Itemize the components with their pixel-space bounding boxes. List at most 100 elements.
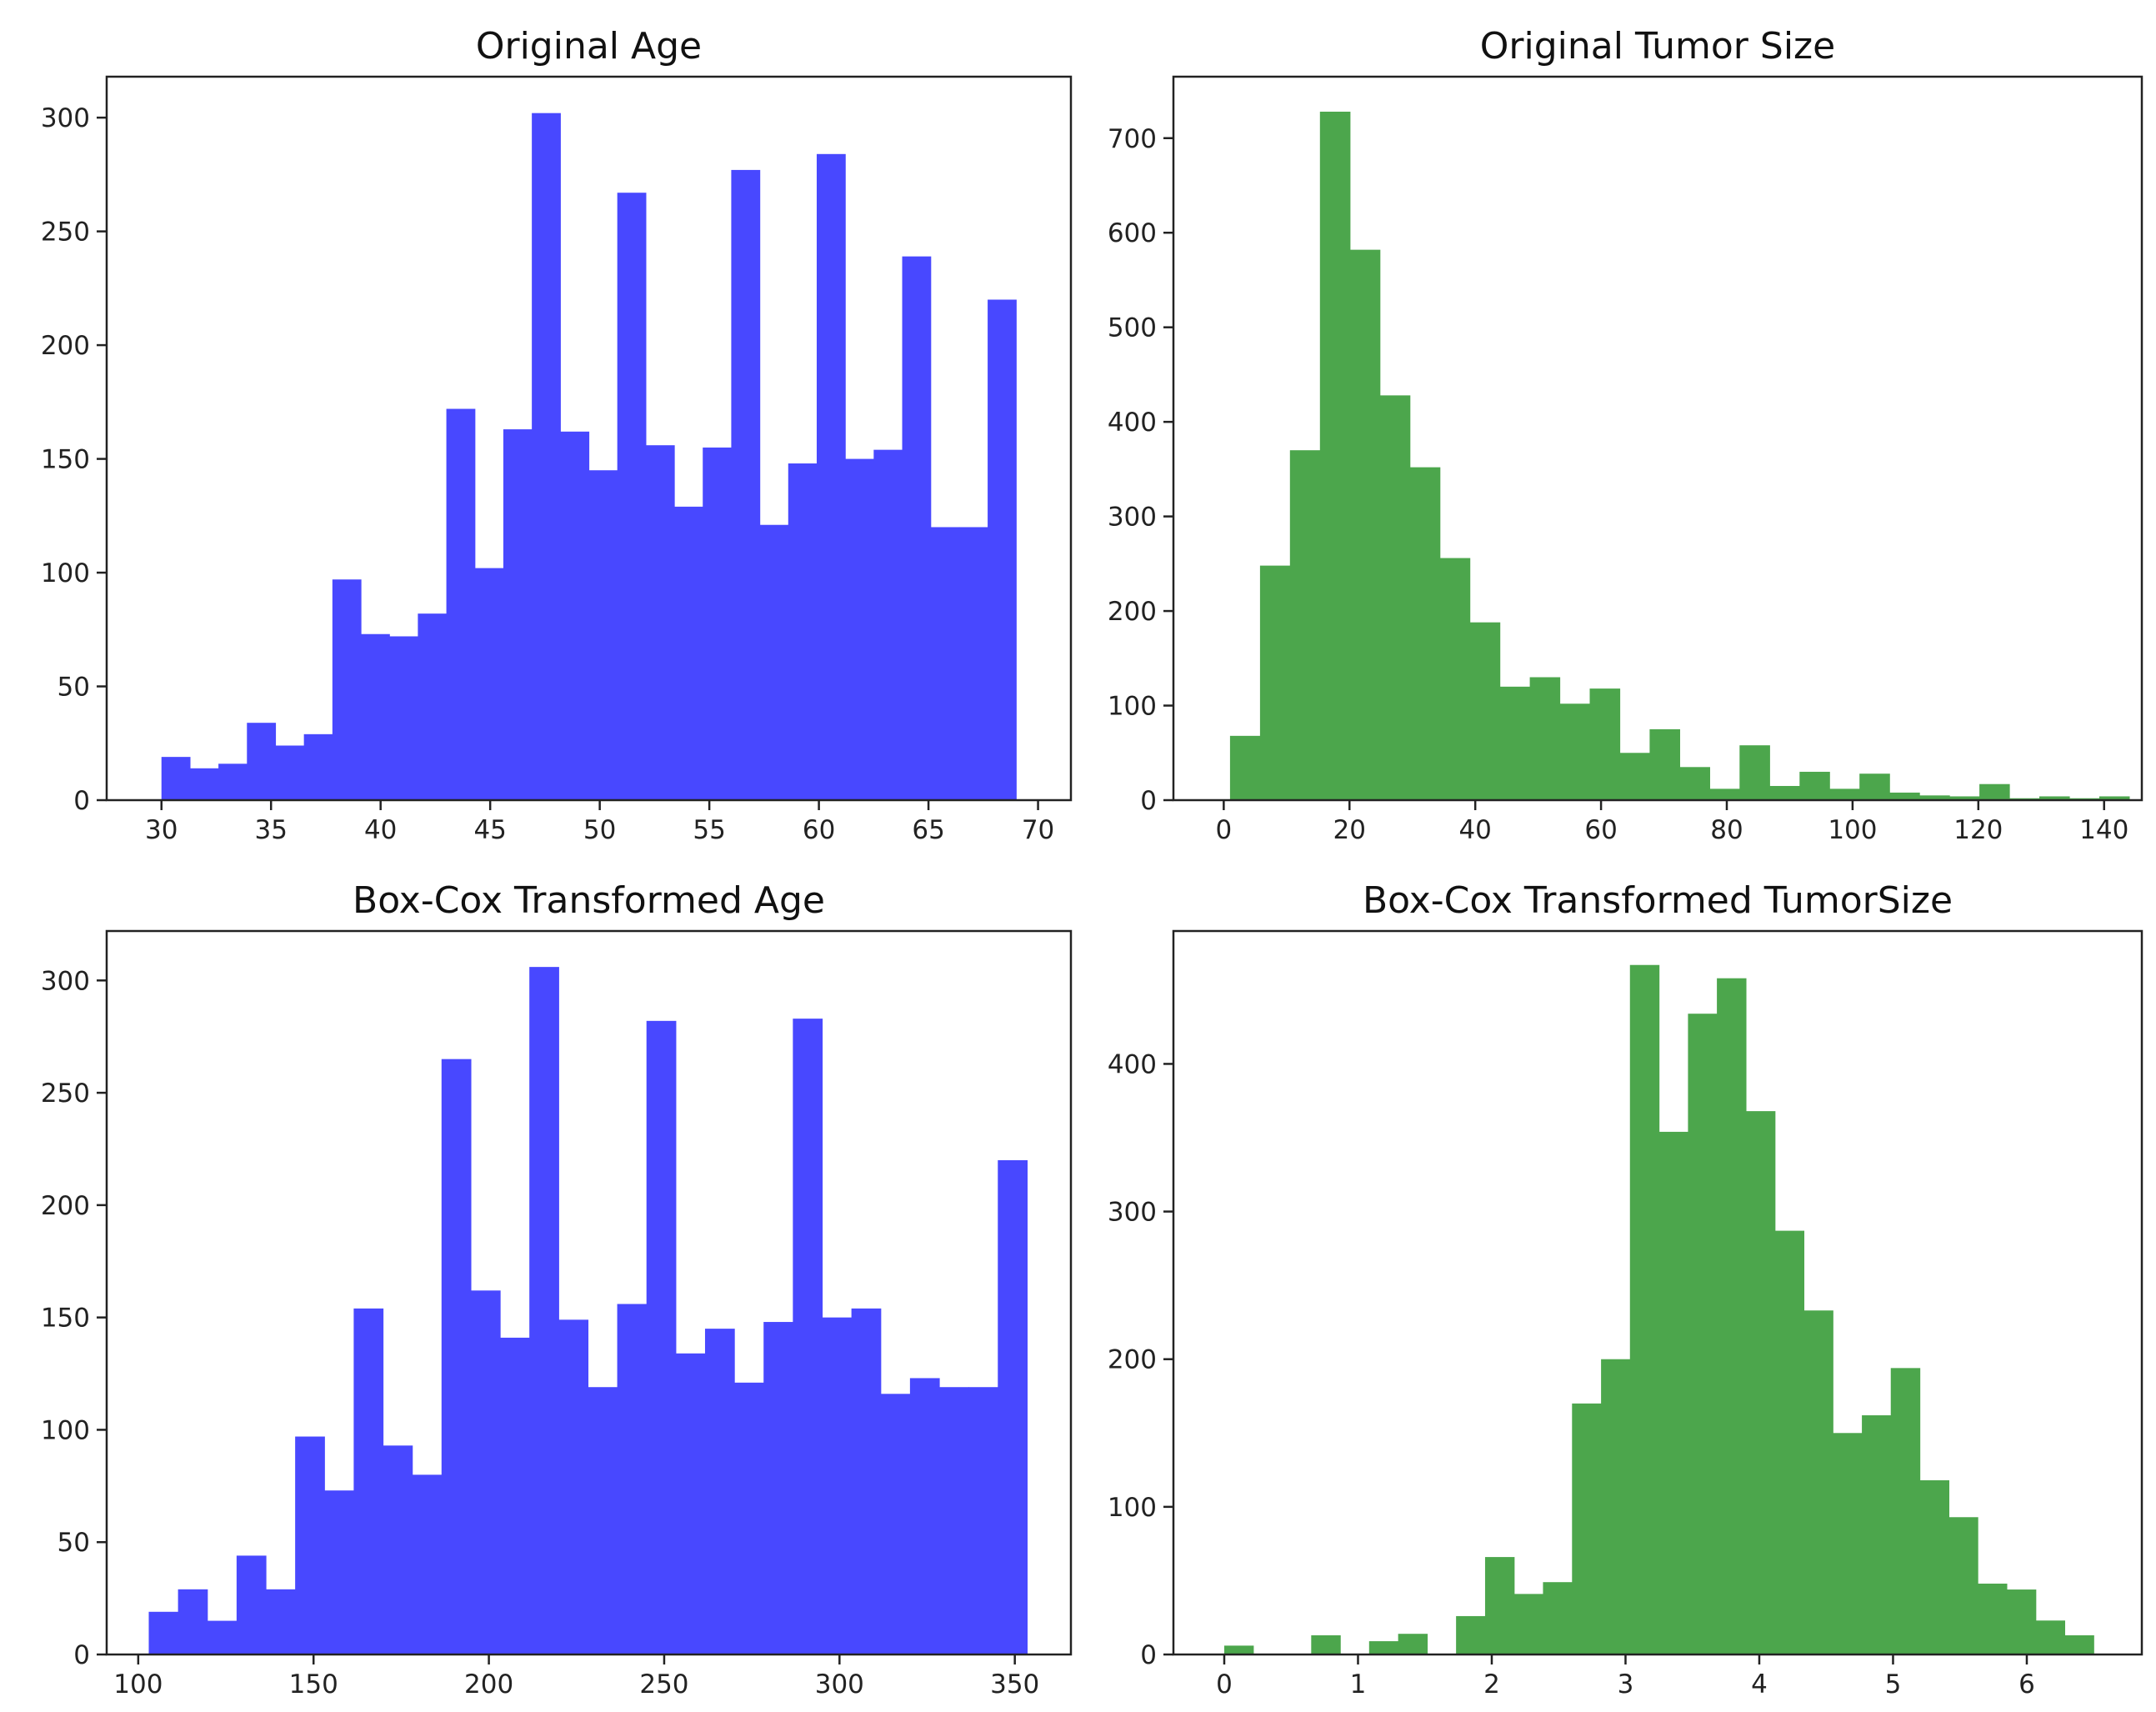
y-tick-label: 250 [41,218,90,248]
histogram-bar [645,445,675,800]
bars [161,113,1017,801]
y-tick-label: 300 [41,103,90,133]
y-tick-label: 400 [1108,1049,1157,1079]
x-tick-label: 45 [473,815,506,845]
histogram-bar [353,1308,384,1654]
histogram-bar [763,1322,793,1654]
histogram-bar [1978,1583,2008,1654]
histogram-bar [988,299,1017,801]
histogram-bar [295,1436,325,1654]
histogram-bar [822,1317,853,1654]
histogram-bar [1456,1615,1486,1654]
bars [1223,964,2094,1654]
histogram-bar [2006,1589,2037,1654]
x-tick-label: 0 [1215,815,1232,845]
histogram-bar [446,408,476,800]
histogram-bar [909,1378,940,1654]
histogram-bar [1679,767,1711,800]
x-tick-label: 5 [1885,1669,1902,1699]
chart-title: Box-Cox Transformed TumorSize [1363,879,1953,922]
histogram-bar [1529,677,1561,800]
histogram-bar [704,1329,735,1654]
histogram-bar [1890,1368,1921,1654]
histogram-bar [1709,788,1740,800]
histogram-bar [361,633,390,800]
x-tick-label: 4 [1751,1669,1768,1699]
y-tick-label: 150 [41,1304,90,1334]
y-tick-label: 100 [41,1415,90,1445]
histogram-bar [303,733,333,800]
histogram-bar [474,568,504,800]
histogram-bar [851,1308,882,1654]
bars [1229,111,2130,801]
histogram-bar [703,447,733,800]
histogram-bar [1803,1310,1833,1654]
y-tick-label: 200 [41,1191,90,1221]
histogram-bar [1889,792,1920,800]
y-tick-label: 0 [73,1640,90,1670]
y-tick-label: 200 [1108,1345,1157,1375]
y-tick-label: 600 [1108,218,1157,248]
x-tick-label: 120 [1953,815,2003,845]
histogram-bar [1398,1634,1428,1654]
histogram-bar [674,506,703,800]
histogram-bar [731,169,761,800]
histogram-bar [588,470,618,800]
histogram-bar [324,1490,355,1654]
histogram-bar [1589,688,1621,800]
y-tick-label: 100 [1108,1493,1157,1523]
histogram-bar [503,429,533,800]
histogram-bar [1601,1359,1631,1654]
y-tick-label: 0 [1140,786,1157,816]
x-tick-label: 140 [2079,815,2128,845]
histogram-bar [2098,796,2130,800]
histogram-bar [880,1394,911,1654]
histogram-bar [500,1337,530,1654]
histogram-bar [1658,1131,1689,1654]
y-tick-label: 300 [1108,1198,1157,1228]
y-tick-label: 50 [58,1528,90,1558]
histogram-bar [1688,1014,1718,1654]
histogram-bar [275,745,305,800]
histogram-bar [266,1589,296,1654]
x-tick-label: 6 [2018,1669,2035,1699]
histogram-bar [218,763,248,800]
histogram-bar [939,1387,969,1654]
histogram-bar [2035,1620,2065,1654]
histogram-bar [1368,1641,1399,1654]
histogram-bar [1979,783,2010,800]
histogram-bar [470,1290,501,1654]
x-tick-label: 200 [464,1669,513,1699]
histogram-bar [1949,796,1980,800]
y-tick-label: 250 [41,1079,90,1109]
histogram-bar [2039,796,2070,800]
histogram-bar [1862,1415,1892,1654]
y-tick-label: 400 [1108,408,1157,438]
histogram-bar [1543,1582,1573,1654]
x-tick-label: 65 [912,815,944,845]
bars [148,967,1028,1654]
histogram-bar [247,723,277,800]
histogram-bar [389,636,418,800]
histogram-bar [617,193,647,801]
histogram-bar [1948,1517,1978,1654]
histogram-bar [558,1319,589,1654]
histogram-bar [236,1555,267,1654]
axes-frame [1172,75,2143,802]
x-tick-label: 100 [1828,815,1877,845]
histogram-bar [161,757,191,800]
histogram-bar [1259,565,1291,800]
x-tick-label: 40 [364,815,397,845]
y-tick-label: 700 [1108,124,1157,154]
histogram-bar [441,1059,472,1654]
histogram-bar [1513,1594,1544,1654]
histogram-bar [1469,622,1501,800]
histogram-bar [1223,1645,1254,1654]
histogram-bar [1629,964,1660,1654]
y-tick-label: 100 [41,558,90,588]
histogram-bar [998,1159,1028,1654]
histogram-bar [759,524,789,800]
histogram-bar [418,613,448,800]
histogram-bar [1829,788,1860,800]
